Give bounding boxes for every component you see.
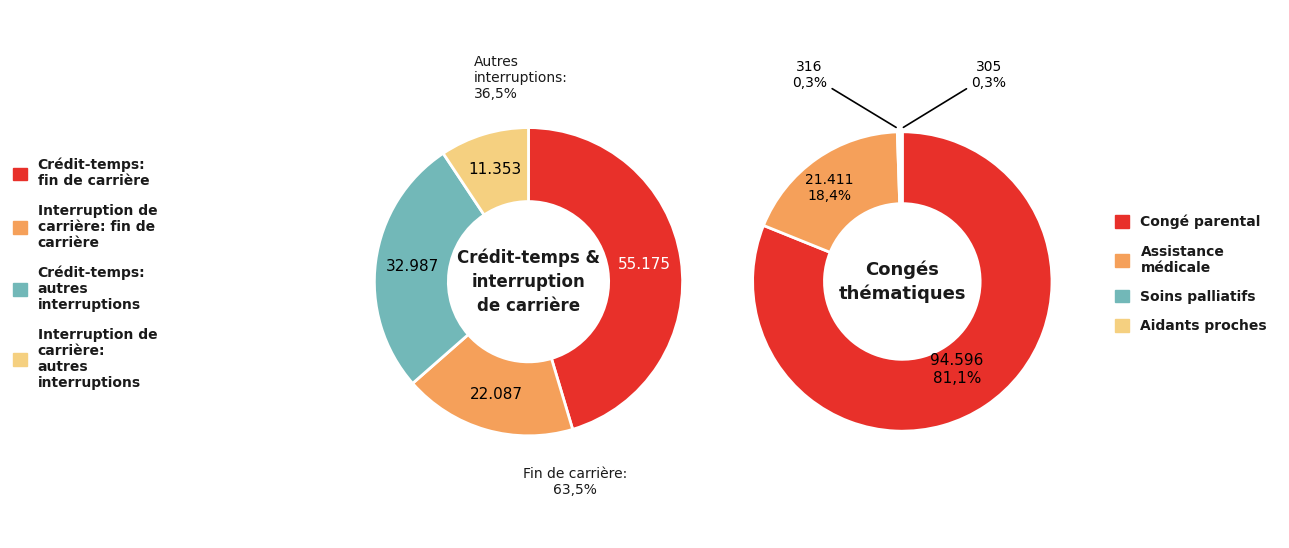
Wedge shape <box>897 132 901 204</box>
Wedge shape <box>412 335 572 436</box>
Text: 11.353: 11.353 <box>468 162 521 177</box>
Text: 32.987: 32.987 <box>385 259 440 274</box>
Wedge shape <box>528 128 683 430</box>
Text: 21.411
18,4%: 21.411 18,4% <box>806 173 853 203</box>
Text: Autres
interruptions:
36,5%: Autres interruptions: 36,5% <box>474 55 567 101</box>
Text: 94.596
81,1%: 94.596 81,1% <box>931 353 984 386</box>
Text: Crédit-temps &
interruption
de carrière: Crédit-temps & interruption de carrière <box>458 249 599 315</box>
Legend: Crédit-temps:
fin de carrière, Interruption de
carrière: fin de
carrière, Crédit: Crédit-temps: fin de carrière, Interrupt… <box>13 158 157 390</box>
Wedge shape <box>374 153 485 384</box>
Text: 55.175: 55.175 <box>617 257 670 272</box>
Wedge shape <box>753 132 1052 431</box>
Text: 316
0,3%: 316 0,3% <box>791 60 896 127</box>
Text: 22.087: 22.087 <box>469 387 522 402</box>
Wedge shape <box>763 132 900 252</box>
Text: Congés
thématiques: Congés thématiques <box>839 260 965 303</box>
Text: Fin de carrière:
63,5%: Fin de carrière: 63,5% <box>522 467 626 497</box>
Legend: Congé parental, Assistance
médicale, Soins palliatifs, Aidants proches: Congé parental, Assistance médicale, Soi… <box>1115 215 1267 333</box>
Wedge shape <box>443 128 528 215</box>
Wedge shape <box>900 132 902 204</box>
Text: 305
0,3%: 305 0,3% <box>904 60 1007 127</box>
